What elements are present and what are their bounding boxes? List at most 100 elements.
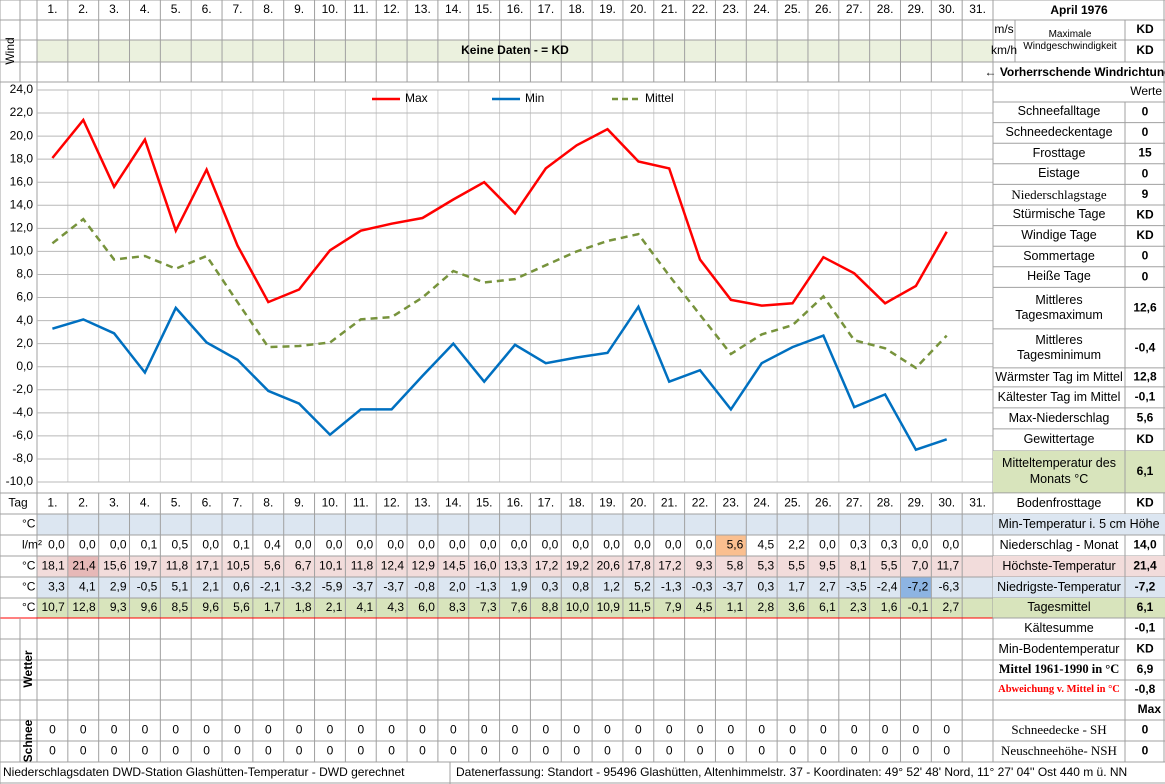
stat-label: Stürmische Tage <box>1012 207 1106 222</box>
legend-label: Max <box>405 91 428 105</box>
day-header: 2. <box>78 2 88 16</box>
temperature-cell: 13,3 <box>504 559 528 573</box>
stat-value: 5,6 <box>1137 411 1154 425</box>
temperature-cell: 1,7 <box>264 600 281 614</box>
snow-depth-cell: 0 <box>512 723 519 737</box>
summary-label-box: Niedrigste-Temperatur <box>997 580 1121 594</box>
stat-label-box: Wärmster Tag im Mittel <box>995 370 1123 384</box>
temperature-cell: -2,4 <box>877 580 898 594</box>
temperature-cell: -7,2 <box>908 580 929 594</box>
precipitation-cell: 0,1 <box>141 538 158 552</box>
cell-background <box>37 598 993 618</box>
stat-label-box: Mittleres Tagesmaximum <box>1015 293 1103 323</box>
new-snow-cell: 0 <box>111 744 118 758</box>
temperature-cell: 4,5 <box>696 600 713 614</box>
stat-label: Sommertage <box>1023 248 1095 263</box>
y-tick-label: 12,0 <box>10 221 34 235</box>
temperature-cell: 12,9 <box>412 559 436 573</box>
snow-depth-cell: 0 <box>142 723 149 737</box>
snow-depth-cell: 0 <box>789 723 796 737</box>
day-label: 27. <box>846 496 863 510</box>
temperature-cell: 2,8 <box>757 600 774 614</box>
stat-label-box: Windige Tage <box>1021 228 1097 242</box>
summary-label-box: Min-Temperatur i. 5 cm Höhe <box>998 516 1160 531</box>
day-header: 26. <box>815 2 832 16</box>
temperature-cell: -1,3 <box>661 580 682 594</box>
new-snow-cell: 0 <box>481 744 488 758</box>
stat-label-box: Max-Niederschlag <box>1009 411 1110 425</box>
stat-value: 0 <box>1142 125 1149 139</box>
temperature-cell: 20,6 <box>597 559 621 573</box>
day-header: 6. <box>202 2 212 16</box>
snow-depth-cell: 0 <box>666 723 673 737</box>
day-header: 17. <box>537 2 554 16</box>
y-tick-label: 8,0 <box>16 267 33 281</box>
temperature-cell: 4,3 <box>387 600 404 614</box>
precipitation-cell: 0,0 <box>449 538 466 552</box>
day-header: 30. <box>938 2 955 16</box>
temperature-cell: 10,9 <box>597 600 621 614</box>
legend-label: Mittel <box>645 91 674 105</box>
precipitation-cell: 0,4 <box>264 538 281 552</box>
stat-label-box: Mitteltemperatur des Monats °C <box>1002 456 1116 486</box>
day-header: 18. <box>568 2 585 16</box>
summary-label: Abweichung v. Mittel in °C <box>998 684 1120 696</box>
y-tick-label: 16,0 <box>10 174 34 188</box>
temperature-cell: 14,5 <box>442 559 466 573</box>
stat-label: Heiße Tage <box>1027 269 1091 284</box>
summary-label-box: Kältesumme <box>1024 621 1093 635</box>
snow-depth-cell: 0 <box>481 723 488 737</box>
summary-label: Tagesmittel <box>1027 600 1091 615</box>
summary-label: Min-Temperatur i. 5 cm Höhe <box>998 516 1160 531</box>
wind-value: KD <box>1136 22 1154 36</box>
cell-background <box>993 577 1165 598</box>
month-title: April 1976 <box>1050 3 1108 17</box>
snow-depth-cell: 0 <box>758 723 765 737</box>
temperature-cell: 21,4 <box>72 559 96 573</box>
stat-value: 0 <box>1142 104 1149 118</box>
day-label: 26. <box>815 496 832 510</box>
snow-depth-cell: 0 <box>111 723 118 737</box>
new-snow-cell: 0 <box>296 744 303 758</box>
temperature-cell: 12,8 <box>72 600 96 614</box>
precipitation-cell: 0,0 <box>665 538 682 552</box>
day-header: 21. <box>661 2 678 16</box>
summary-label-box: Min-Bodentemperatur <box>999 642 1120 656</box>
snow-depth-cell: 0 <box>203 723 210 737</box>
stat-label: Schneefalltage <box>1017 104 1101 119</box>
temperature-cell: 2,3 <box>850 600 867 614</box>
stat-label-box: Frosttage <box>1032 145 1086 160</box>
precipitation-cell: 0,0 <box>48 538 65 552</box>
stat-value: 12,6 <box>1133 300 1157 314</box>
snow-depth-cell: 0 <box>728 723 735 737</box>
snow-depth-cell: 0 <box>913 723 920 737</box>
temperature-cell: -3,7 <box>723 580 744 594</box>
y-tick-label: 24,0 <box>10 82 34 96</box>
precipitation-cell: 5,6 <box>727 538 744 552</box>
summary-label-box: Schneedecke - SH <box>1011 722 1106 737</box>
stat-label-box: Schneefalltage <box>1017 104 1101 119</box>
temperature-cell: 17,2 <box>658 559 682 573</box>
precipitation-cell: 0,0 <box>511 538 528 552</box>
stat-label: Frosttage <box>1032 145 1086 160</box>
stat-value: KD <box>1136 207 1154 221</box>
wind-value: KD <box>1136 43 1154 57</box>
stat-label: Mitteltemperatur des Monats °C <box>1002 456 1116 486</box>
summary-label: Niederschlag - Monat <box>999 537 1119 552</box>
temperature-cell: 1,6 <box>881 600 898 614</box>
day-label: 16. <box>507 496 524 510</box>
snow-depth-cell: 0 <box>697 723 704 737</box>
cell-background <box>37 514 993 535</box>
temperature-cell: 17,8 <box>627 559 651 573</box>
new-snow-cell: 0 <box>265 744 272 758</box>
day-label: 3. <box>109 496 119 510</box>
temperature-cell: 15,6 <box>103 559 127 573</box>
temperature-cell: 8,1 <box>850 559 867 573</box>
cell-background <box>37 40 993 62</box>
temperature-cell: 1,9 <box>511 580 528 594</box>
stat-label-box: Niederschlagstage <box>1011 187 1106 202</box>
temperature-cell: -1,3 <box>476 580 497 594</box>
day-label: 2. <box>78 496 88 510</box>
temperature-cell: -6,3 <box>938 580 959 594</box>
day-header: 24. <box>753 2 770 16</box>
